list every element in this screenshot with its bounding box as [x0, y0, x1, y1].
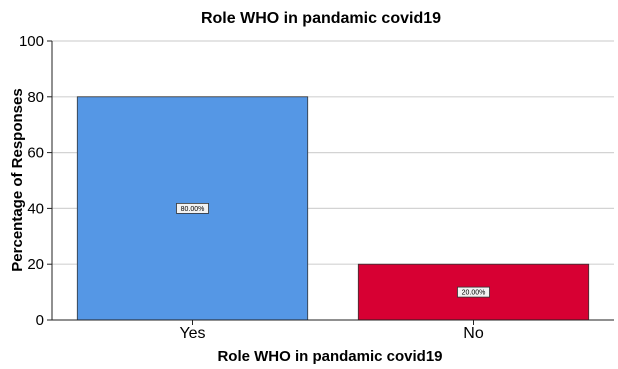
- data-label-box: [176, 202, 209, 214]
- y-tick-labels: 0 20 40 60 80 100: [19, 33, 44, 329]
- y-tick-label: 100: [19, 33, 44, 50]
- y-tick-label: 20: [27, 256, 44, 273]
- x-axis-title: Role WHO in pandamic covid19: [217, 348, 442, 365]
- x-tick-labels: Yes No: [179, 320, 484, 342]
- y-tick-label: 40: [27, 200, 44, 217]
- x-tick-label: Yes: [179, 325, 205, 342]
- data-label: 80.00%: [181, 206, 205, 213]
- y-tick-label: 80: [27, 89, 44, 106]
- data-label: 20.00%: [462, 290, 486, 297]
- data-labels: 80.00% 20.00%: [176, 202, 490, 298]
- y-tick-label: 60: [27, 145, 44, 162]
- y-tick-label: 0: [36, 312, 44, 329]
- x-tick-label: No: [463, 325, 484, 342]
- axes: [51, 41, 614, 321]
- data-label-box: [457, 286, 490, 298]
- y-axis-title: Percentage of Responses: [9, 88, 26, 271]
- chart-title: Role WHO in pandamic covid19: [201, 10, 441, 27]
